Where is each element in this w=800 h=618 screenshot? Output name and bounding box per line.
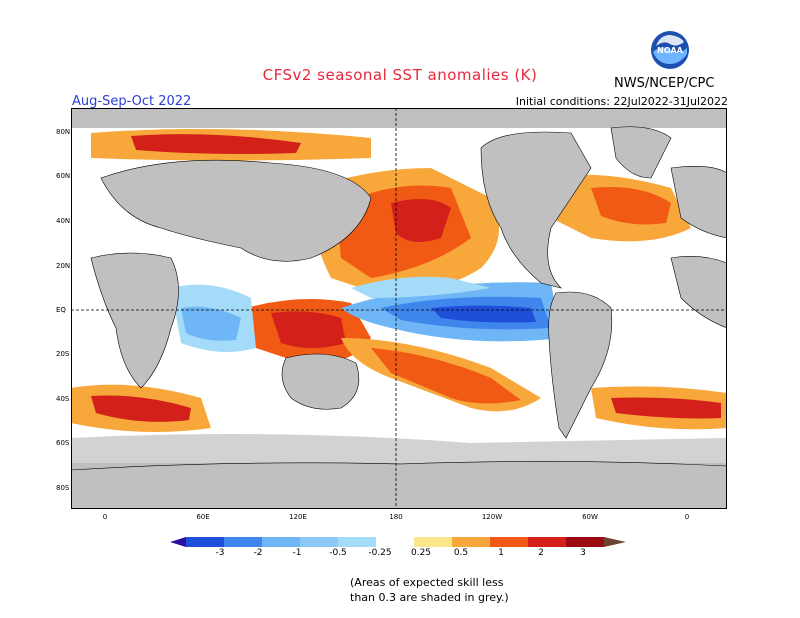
- colorbar-low-arrow: [170, 537, 186, 547]
- skill-note-line1: (Areas of expected skill less: [350, 576, 504, 589]
- lat-label: 20S: [56, 350, 70, 358]
- colorbar-tick: -3: [215, 548, 225, 558]
- lon-label: 60E: [196, 513, 210, 521]
- season-label: Aug-Sep-Oct 2022: [72, 94, 192, 109]
- colorbar-tick: -0.5: [329, 548, 347, 558]
- lat-label: 40N: [56, 217, 71, 225]
- initial-conditions-label: Initial conditions: 22Jul2022-31Jul2022: [515, 95, 728, 108]
- lat-label: 60S: [56, 439, 70, 447]
- lon-label: 0: [684, 513, 690, 521]
- lon-label: 0: [102, 513, 108, 521]
- skill-note: (Areas of expected skill less than 0.3 a…: [350, 575, 509, 605]
- colorbar-swatch: [414, 537, 452, 547]
- lon-label: 180: [389, 513, 403, 521]
- colorbar-swatch: [566, 537, 604, 547]
- colorbar-swatch: [528, 537, 566, 547]
- colorbar-tick: 0.5: [453, 548, 469, 558]
- colorbar: [170, 537, 626, 547]
- colorbar-swatch: [300, 537, 338, 547]
- sst-anomaly-map: [71, 108, 727, 509]
- noaa-logo-text: NOAA: [657, 46, 683, 55]
- lat-label: 20N: [56, 262, 71, 270]
- skill-note-line2: than 0.3 are shaded in grey.): [350, 591, 509, 604]
- colorbar-tick: -2: [253, 548, 263, 558]
- colorbar-swatch: [186, 537, 224, 547]
- agency-label: NWS/NCEP/CPC: [614, 76, 715, 91]
- colorbar-high-arrow: [604, 537, 626, 547]
- colorbar-swatch: [452, 537, 490, 547]
- colorbar-tick: 3: [580, 548, 586, 558]
- lat-label: 60N: [56, 172, 71, 180]
- lat-label: EQ: [56, 306, 66, 314]
- lat-label: 80S: [56, 484, 70, 492]
- colorbar-tick: 2: [538, 548, 544, 558]
- lon-label: 120E: [289, 513, 307, 521]
- noaa-logo-icon: NOAA: [651, 31, 689, 69]
- chart-title: CFSv2 seasonal SST anomalies (K): [262, 66, 538, 84]
- lon-label: 120W: [481, 513, 503, 521]
- colorbar-swatch: [224, 537, 262, 547]
- lat-label: 40S: [56, 395, 70, 403]
- colorbar-swatch: [376, 537, 414, 547]
- colorbar-tick: 1: [498, 548, 504, 558]
- colorbar-swatch: [338, 537, 376, 547]
- lat-label: 80N: [56, 128, 71, 136]
- lon-label: 60W: [582, 513, 598, 521]
- colorbar-swatch: [262, 537, 300, 547]
- colorbar-swatch: [490, 537, 528, 547]
- colorbar-tick: -0.25: [368, 548, 392, 558]
- colorbar-tick: 0.25: [410, 548, 432, 558]
- colorbar-tick: -1: [292, 548, 302, 558]
